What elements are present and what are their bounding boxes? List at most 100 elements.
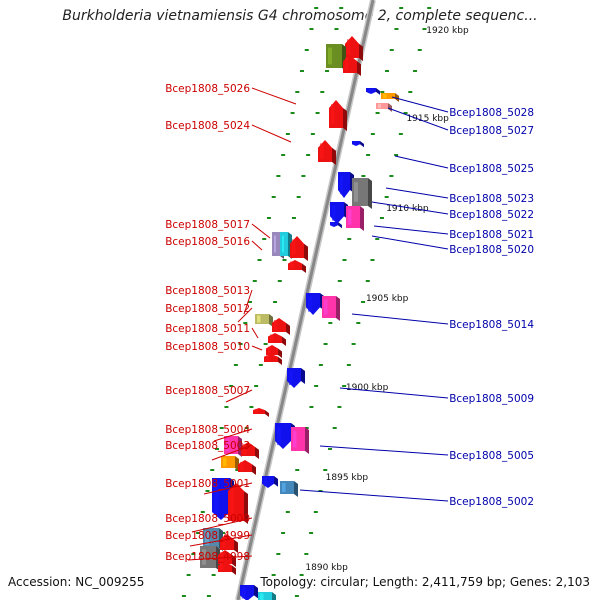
track-dot xyxy=(365,280,370,282)
gene-block[interactable] xyxy=(218,562,236,575)
gene-block[interactable] xyxy=(262,476,278,488)
gene-label-right[interactable]: Bcep1808_5027 xyxy=(387,107,534,137)
gene-label-left[interactable]: Bcep1808_5013 xyxy=(165,285,253,315)
gene-label-left[interactable]: Bcep1808_5026 xyxy=(165,83,297,105)
gene-block[interactable] xyxy=(381,93,399,102)
gene-label-right[interactable]: Bcep1808_5028 xyxy=(391,96,534,119)
track-dot xyxy=(309,28,314,30)
gene-block[interactable] xyxy=(264,354,282,365)
track-dot xyxy=(304,553,309,555)
gene-label-left[interactable]: Bcep1808_5012 xyxy=(165,303,253,323)
gene-label-left[interactable]: Bcep1808_5001 xyxy=(165,478,253,495)
track-dot xyxy=(294,595,299,597)
gene-label-right[interactable]: Bcep1808_5009 xyxy=(339,387,534,405)
track-dot xyxy=(200,511,205,513)
gene-block[interactable] xyxy=(290,236,308,261)
track-dot xyxy=(205,490,210,492)
map-title: Burkholderia vietnamiensis G4 chromosome… xyxy=(62,8,538,24)
gene-label-left[interactable]: Bcep1808_5016 xyxy=(165,236,263,251)
gene-block[interactable] xyxy=(329,100,347,131)
gene-block[interactable] xyxy=(330,222,342,229)
gene-label-right[interactable]: Bcep1808_5023 xyxy=(385,187,534,205)
gene-label-left[interactable]: Bcep1808_5007 xyxy=(165,385,253,403)
svg-text:Bcep1808_5021: Bcep1808_5021 xyxy=(449,229,534,241)
track-dot xyxy=(300,70,305,72)
gene-block[interactable] xyxy=(338,172,354,198)
gene-label-left[interactable]: Bcep1808_5017 xyxy=(165,219,271,239)
track-dot xyxy=(210,469,215,471)
track-dot xyxy=(273,301,278,303)
track-dot xyxy=(313,511,318,513)
gene-block[interactable] xyxy=(238,460,256,475)
track-dot xyxy=(323,343,328,345)
track-dot xyxy=(257,259,262,261)
gene-block[interactable] xyxy=(268,333,286,346)
tick-label: 1890 kbp xyxy=(305,563,348,573)
gene-block[interactable] xyxy=(218,550,236,567)
svg-text:Bcep1808_5011: Bcep1808_5011 xyxy=(165,323,250,335)
svg-text:Bcep1808_5028: Bcep1808_5028 xyxy=(449,107,534,119)
svg-text:Bcep1808_5014: Bcep1808_5014 xyxy=(449,319,534,331)
svg-text:Bcep1808_5010: Bcep1808_5010 xyxy=(165,341,250,353)
gene-block[interactable] xyxy=(220,534,238,553)
gene-block[interactable] xyxy=(258,592,276,600)
gene-label-left[interactable]: Bcep1808_5024 xyxy=(165,120,292,143)
gene-block[interactable] xyxy=(376,103,392,112)
gene-block[interactable] xyxy=(318,140,336,165)
gene-block[interactable] xyxy=(221,456,239,471)
gene-block[interactable] xyxy=(253,408,269,417)
gene-block[interactable] xyxy=(306,293,324,315)
gene-block[interactable] xyxy=(352,178,372,209)
gene-block[interactable] xyxy=(287,368,305,388)
gene-block[interactable] xyxy=(330,202,348,224)
svg-text:Bcep1808_5023: Bcep1808_5023 xyxy=(449,193,534,205)
track-dot xyxy=(315,112,320,114)
track-dot xyxy=(325,70,330,72)
gene-block[interactable] xyxy=(366,88,380,95)
gene-block[interactable] xyxy=(280,481,298,497)
track-dot xyxy=(328,322,333,324)
gene-block[interactable] xyxy=(352,141,364,148)
gene-label-right[interactable]: Bcep1808_5002 xyxy=(299,489,534,508)
gene-label-right[interactable]: Bcep1808_5005 xyxy=(319,445,534,462)
gene-block[interactable] xyxy=(255,314,273,327)
gene-label-left[interactable]: Bcep1808_5000 xyxy=(165,513,253,533)
gene-block[interactable] xyxy=(343,55,361,76)
gene-block[interactable] xyxy=(272,318,290,335)
gene-label-right[interactable]: Bcep1808_5020 xyxy=(371,235,534,256)
track-dot xyxy=(332,427,337,429)
track-dot xyxy=(314,385,319,387)
svg-text:Bcep1808_5000: Bcep1808_5000 xyxy=(165,513,250,525)
gene-label-left[interactable]: Bcep1808_4999 xyxy=(165,530,253,547)
gene-block[interactable] xyxy=(240,585,258,600)
accession-text: Accession: NC_009255 xyxy=(8,575,145,589)
tick-label: 1920 kbp xyxy=(426,26,469,36)
gene-label-left[interactable]: Bcep1808_5004 xyxy=(165,424,253,442)
gene-block[interactable] xyxy=(291,427,309,454)
gene-label-left[interactable]: Bcep1808_5003 xyxy=(165,440,253,461)
track-dot xyxy=(262,238,267,240)
track-dot xyxy=(375,112,380,114)
gene-label-left[interactable]: Bcep1808_5011 xyxy=(165,323,259,339)
track-dot xyxy=(254,385,259,387)
gene-block[interactable] xyxy=(345,36,363,61)
svg-text:Bcep1808_5016: Bcep1808_5016 xyxy=(165,236,250,248)
track-dot xyxy=(309,532,314,534)
gene-label-right[interactable]: Bcep1808_5014 xyxy=(351,313,534,331)
gene-block[interactable] xyxy=(228,483,248,524)
gene-block[interactable] xyxy=(288,260,306,273)
track-dot xyxy=(214,448,219,450)
svg-text:Bcep1808_5002: Bcep1808_5002 xyxy=(449,496,534,508)
track-dot xyxy=(351,343,356,345)
gene-label-right[interactable]: Bcep1808_5022 xyxy=(371,201,534,221)
gene-label-right[interactable]: Bcep1808_5025 xyxy=(394,155,534,175)
gene-block[interactable] xyxy=(346,206,364,231)
track-dot xyxy=(243,322,248,324)
gene-label-right[interactable]: Bcep1808_5021 xyxy=(373,225,534,241)
gene-block[interactable] xyxy=(322,296,340,321)
track-dot xyxy=(304,49,309,51)
track-dot xyxy=(318,490,323,492)
gene-block[interactable] xyxy=(266,345,282,358)
gene-label-left[interactable]: Bcep1808_5010 xyxy=(165,341,263,353)
gene-label-left[interactable]: Bcep1808_4998 xyxy=(165,551,253,563)
